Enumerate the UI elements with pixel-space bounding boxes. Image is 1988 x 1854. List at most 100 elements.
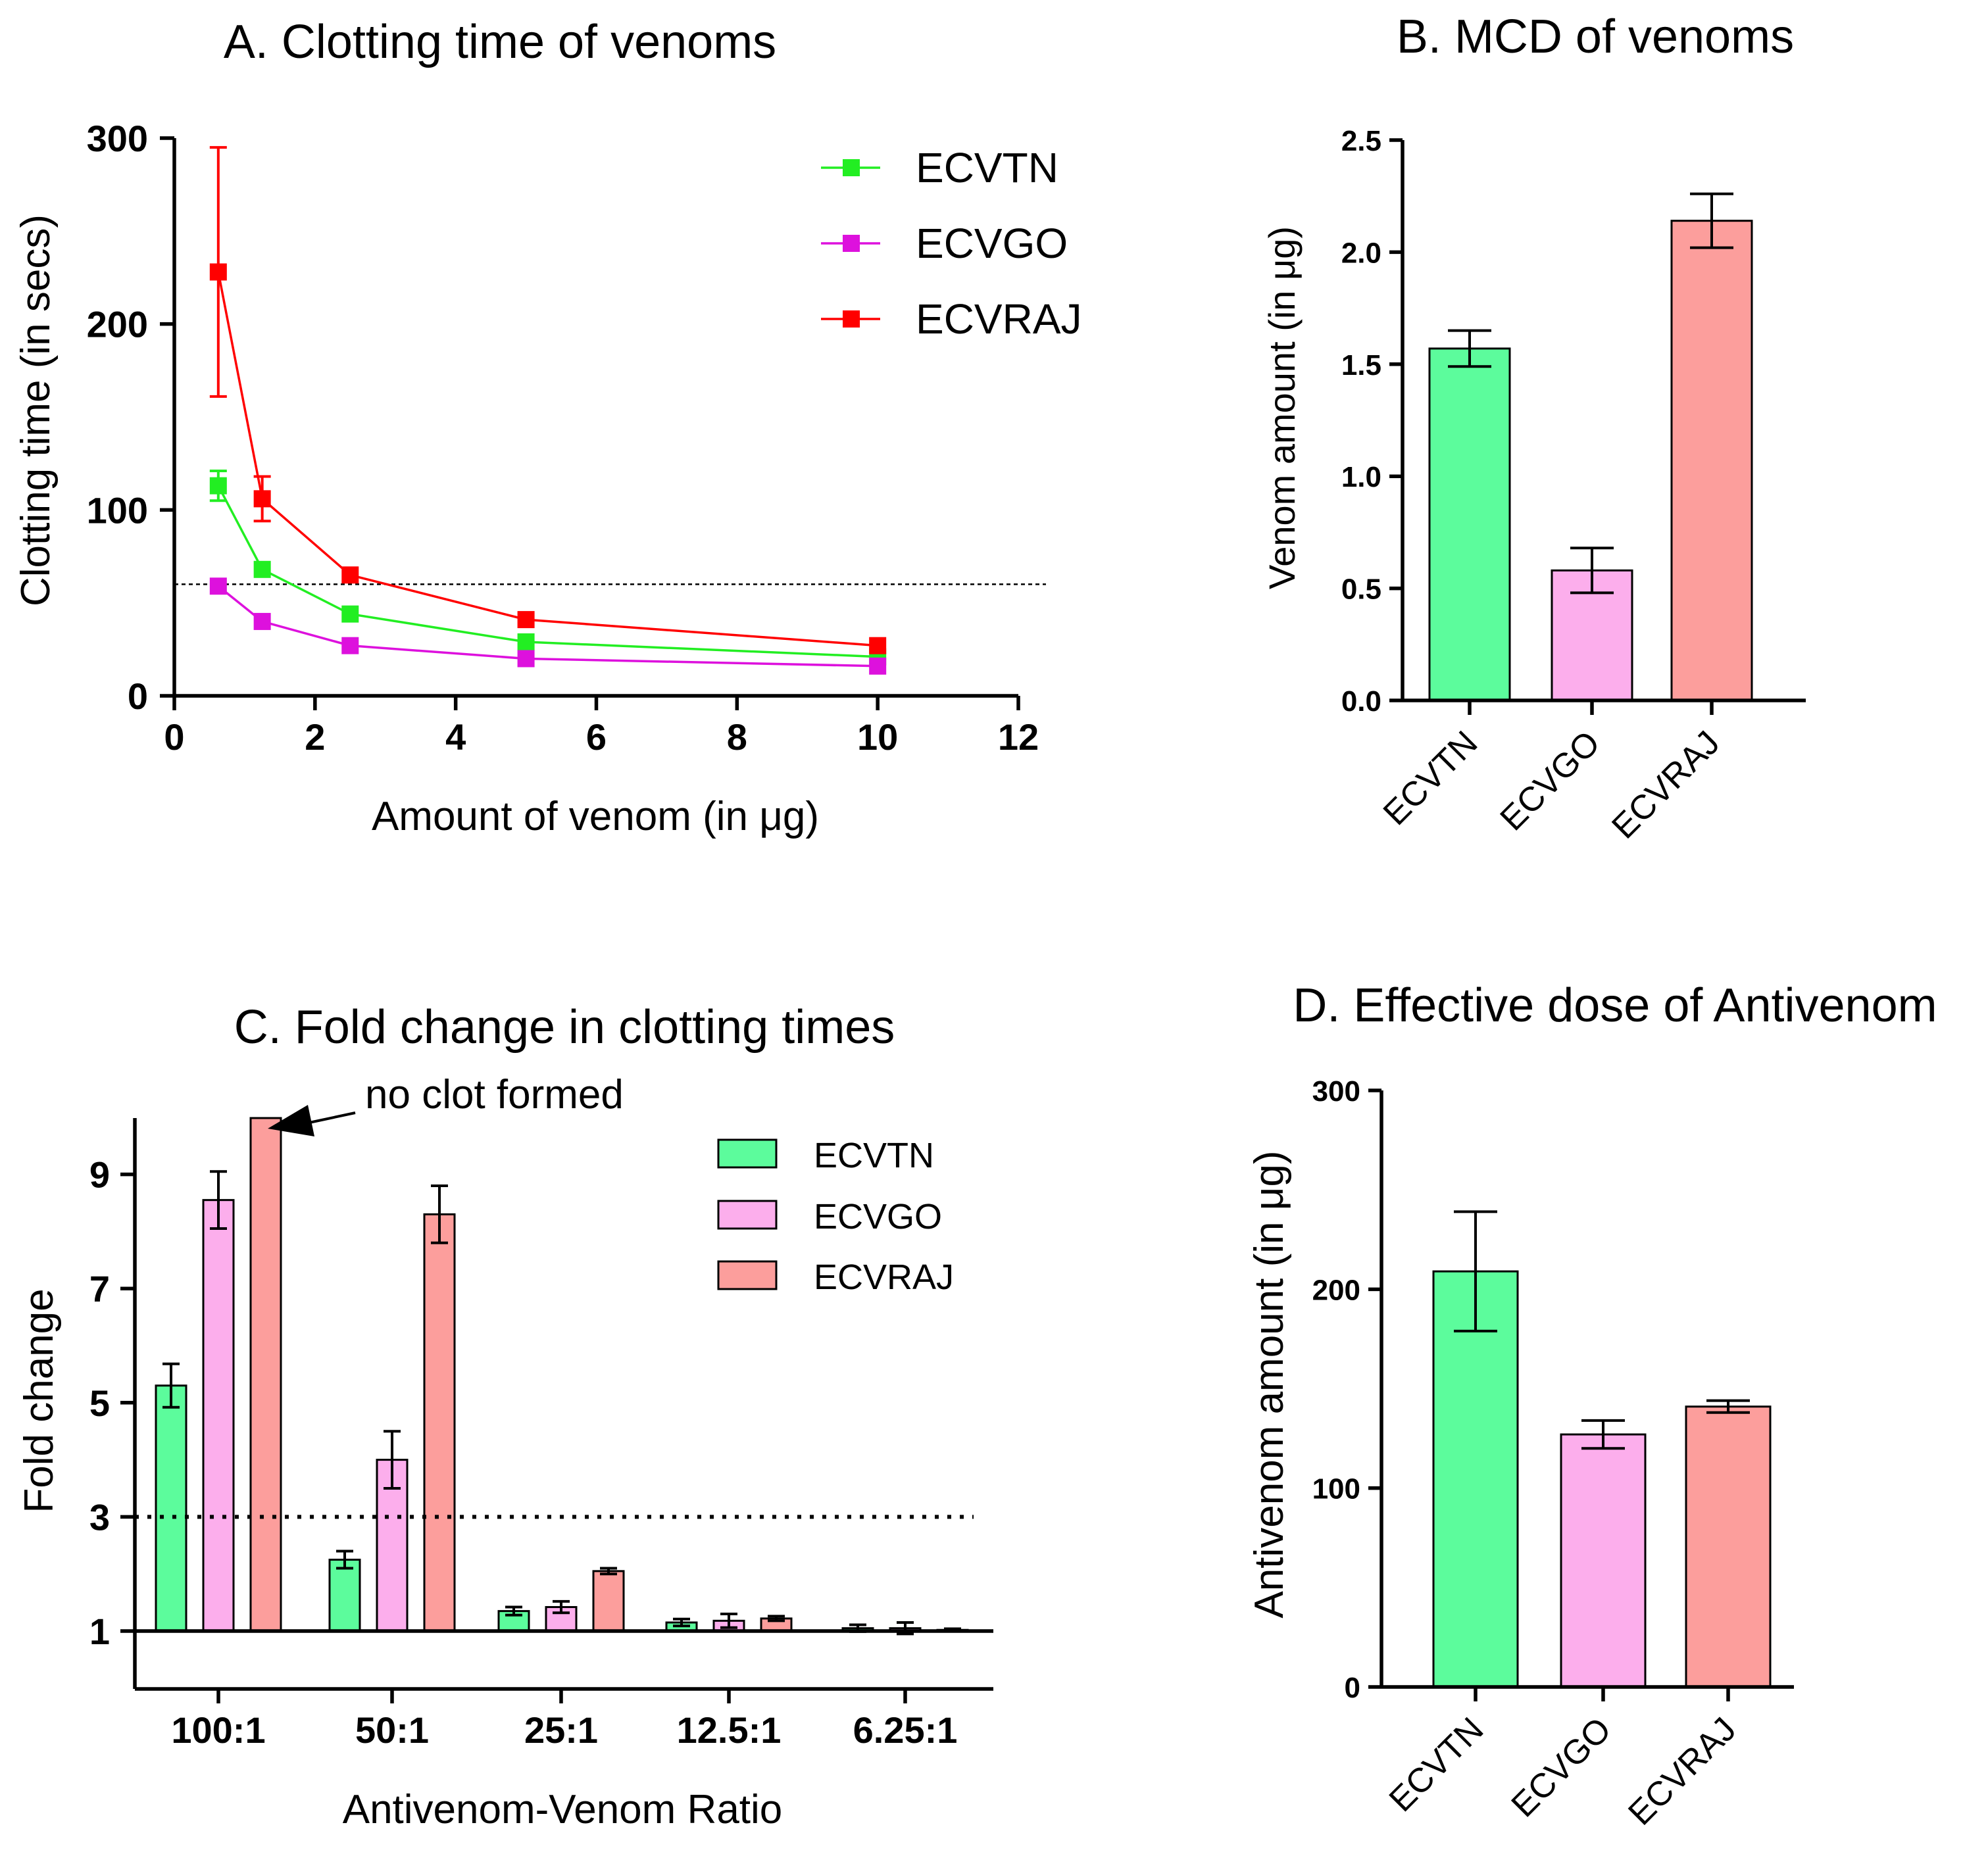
no-clot-annotation-text: no clot formed [365, 1072, 624, 1117]
legend-swatch-ecvraj [843, 310, 860, 328]
x-tick-label-12: 12 [998, 716, 1039, 758]
y-tick-label-300: 300 [87, 118, 148, 159]
y-tick-label-100: 100 [87, 489, 148, 531]
bar-group-ecvraj [1685, 1399, 1772, 1688]
no-clot-arrow-line [309, 1111, 356, 1124]
panel-b-y-axis-label: Venom amount (in μg) [1261, 226, 1303, 589]
bar-ecvraj [1685, 1405, 1772, 1688]
x-tick-label-ecvtn: ECVTN [1376, 723, 1485, 833]
bar-group-ecvgo [1551, 547, 1633, 702]
series-line-ecvtn [217, 485, 878, 658]
legend-label-ecvraj: ECVRAJ [814, 1257, 954, 1297]
panel-c-title: C. Fold change in clotting times [234, 1001, 895, 1054]
bar-group-ecvraj [1670, 192, 1753, 702]
legend-swatch-ecvgo [717, 1200, 778, 1230]
y-tick-label-200: 200 [1312, 1274, 1360, 1306]
bar-ecvraj-25-1 [592, 1570, 625, 1632]
panel-a-legend: ECVTN ECVGO ECVRAJ [821, 144, 1082, 343]
bar-ecvraj-100-1 [249, 1117, 282, 1632]
y-tick-label-200: 200 [87, 304, 148, 345]
legend-item-ecvraj: ECVRAJ [821, 295, 1082, 343]
panel-d-axes [1379, 1090, 1794, 1689]
bar-ecvgo [1560, 1433, 1647, 1688]
panel-d-bar-chart: D. Effective dose of Antivenom Antivenom… [1247, 979, 1937, 1833]
panel-c-x-ticks: 100:1 50:1 25:1 12.5:1 6.25:1 [171, 1689, 957, 1751]
panel-a-title: A. Clotting time of venoms [224, 16, 776, 68]
x-tick-label-ecvraj: ECVRAJ [1604, 723, 1727, 846]
x-tick-label-0: 0 [164, 716, 184, 758]
no-clot-arrow-head [268, 1105, 314, 1136]
bar-ecvraj-50-1 [423, 1213, 456, 1632]
y-tick-label-9: 9 [89, 1154, 110, 1196]
series-line-ecvraj [217, 272, 878, 647]
panel-b-bar-chart: B. MCD of venoms Venom amount (in μg) 0.… [1261, 11, 1806, 846]
panel-c-y-axis-label: Fold change [16, 1288, 62, 1513]
y-tick-label-0: 0 [1345, 1672, 1360, 1704]
bar-ecvgo [1551, 569, 1633, 702]
legend-swatch-ecvtn [717, 1138, 778, 1169]
legend-label-ecvgo: ECVGO [916, 220, 1068, 267]
y-tick-label-7: 7 [89, 1268, 110, 1309]
panel-a-series [209, 146, 887, 675]
bar-ecvtn-100-1 [155, 1384, 187, 1632]
panel-c-y-ticks: 1 3 5 7 9 [89, 1154, 135, 1652]
panel-c-bars [155, 1117, 969, 1636]
panel-d-bars [1432, 1210, 1772, 1688]
legend-label-ecvtn: ECVTN [916, 144, 1058, 191]
legend-item-ecvtn: ECVTN [821, 144, 1058, 191]
panel-a-y-axis-label: Clotting time (in secs) [13, 214, 59, 606]
y-tick-label-300: 300 [1312, 1075, 1360, 1108]
point-ecvgo-4 [869, 657, 887, 675]
y-tick-label-0-5: 0.5 [1341, 573, 1381, 606]
legend-swatch-ecvraj [717, 1260, 778, 1290]
point-ecvgo-0 [209, 577, 227, 595]
y-tick-label-1-0: 1.0 [1341, 461, 1381, 493]
legend-item-ecvtn: ECVTN [717, 1136, 934, 1175]
x-tick-label-6: 6 [586, 716, 607, 758]
bar-ecvtn [1428, 347, 1511, 702]
x-tick-label-ecvgo: ECVGO [1493, 723, 1608, 838]
group-100-1 [155, 1117, 282, 1632]
y-tick-label-100: 100 [1312, 1473, 1360, 1505]
x-tick-label-6-25-1: 6.25:1 [853, 1709, 958, 1751]
series-ecvraj [209, 146, 887, 654]
panel-a-axes [172, 138, 1018, 698]
panel-a-x-axis-label: Amount of venom (in μg) [372, 794, 819, 839]
bar-ecvgo-100-1 [202, 1199, 235, 1632]
series-ecvtn [209, 469, 887, 666]
group-50-1 [328, 1184, 456, 1632]
bar-group-ecvgo [1560, 1419, 1647, 1688]
legend-item-ecvraj: ECVRAJ [717, 1257, 954, 1297]
legend-swatch-ecvgo [843, 235, 860, 252]
x-tick-label-100-1: 100:1 [171, 1709, 265, 1751]
point-ecvgo-3 [517, 650, 535, 668]
point-ecvraj-4 [869, 637, 887, 654]
y-tick-label-2-0: 2.0 [1341, 237, 1381, 269]
point-ecvtn-3 [517, 633, 535, 651]
x-tick-label-25-1: 25:1 [524, 1709, 598, 1751]
x-tick-label-4: 4 [445, 716, 466, 758]
y-tick-label-0: 0 [128, 675, 148, 717]
panel-a-x-ticks: 0 2 4 6 8 10 12 [164, 696, 1039, 758]
panel-b-title: B. MCD of venoms [1397, 11, 1794, 63]
legend-label-ecvtn: ECVTN [814, 1136, 934, 1175]
x-tick-label-ecvtn: ECVTN [1382, 1710, 1491, 1819]
bar-group-ecvtn [1432, 1210, 1519, 1688]
panel-d-y-ticks: 0 100 200 300 [1312, 1075, 1381, 1704]
x-tick-label-12-5-1: 12.5:1 [677, 1709, 782, 1751]
legend-label-ecvraj: ECVRAJ [916, 295, 1082, 343]
point-ecvraj-0 [209, 263, 227, 281]
panel-a-y-ticks: 0 100 200 300 [87, 118, 174, 717]
x-tick-label-10: 10 [857, 716, 898, 758]
panel-b-y-ticks: 0.0 0.5 1.0 1.5 2.0 2.5 [1341, 125, 1403, 718]
panel-c-legend: ECVTN ECVGO ECVRAJ [717, 1136, 954, 1297]
group-12-5-1 [665, 1612, 793, 1632]
point-ecvgo-1 [253, 612, 271, 630]
bar-ecvtn [1432, 1270, 1519, 1688]
x-tick-label-ecvraj: ECVRAJ [1621, 1710, 1743, 1832]
point-ecvtn-2 [341, 605, 359, 623]
panel-c-annotation: no clot formed [268, 1072, 624, 1136]
x-tick-label-50-1: 50:1 [355, 1709, 429, 1751]
